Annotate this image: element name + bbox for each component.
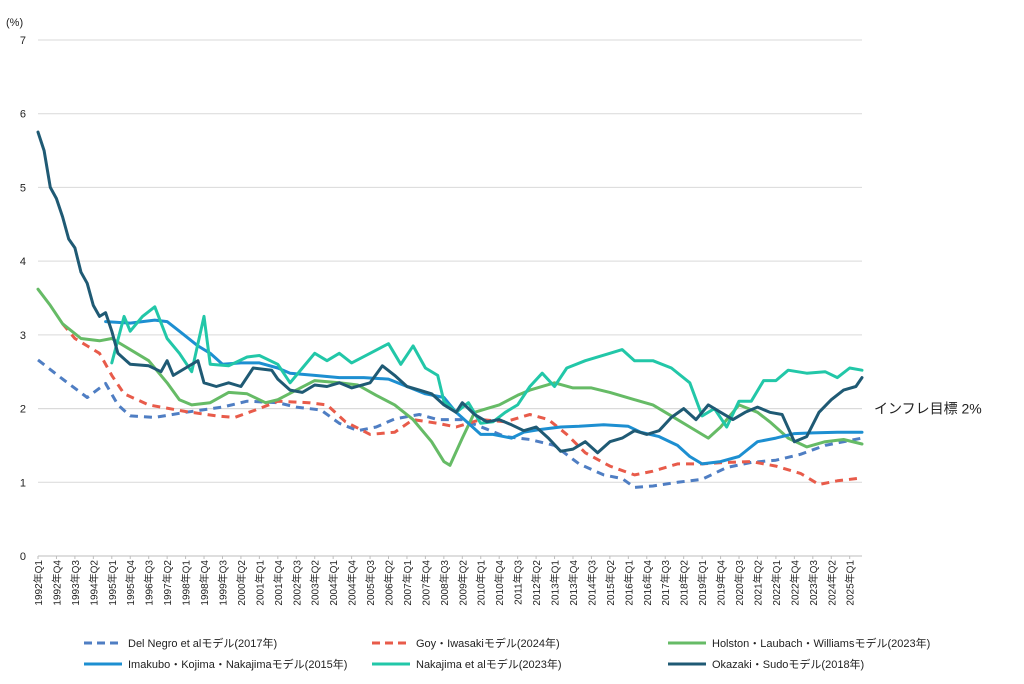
x-tick-label: 1992年Q4 xyxy=(50,560,63,606)
x-tick-label: 2004年Q4 xyxy=(346,560,359,606)
x-tick-label: 2014年Q3 xyxy=(585,560,598,606)
x-tick-label: 2008年Q3 xyxy=(438,560,451,606)
x-tick-label: 1997年Q2 xyxy=(161,560,174,606)
series-line-4 xyxy=(104,318,864,466)
x-tick-label: 1996年Q3 xyxy=(143,560,156,606)
x-tick-label: 2019年Q1 xyxy=(696,560,709,606)
x-tick-label: 2024年Q2 xyxy=(825,560,838,606)
legend-label: Goy・Iwasakiモデル(2024年) xyxy=(416,636,560,650)
x-tick-label: 2021年Q2 xyxy=(751,560,764,606)
x-tick-label: 2011年Q3 xyxy=(512,560,525,605)
x-tick-label: 2013年Q1 xyxy=(549,560,562,606)
x-tick-label: 1998年Q1 xyxy=(180,560,193,606)
y-axis: 0 1 2 3 4 5 6 7 xyxy=(20,35,26,563)
x-tick-label: 2012年Q2 xyxy=(530,560,543,606)
y-tick-label: 1 xyxy=(20,477,26,489)
x-tick-label: 1995年Q4 xyxy=(124,560,137,606)
y-tick-label: 2 xyxy=(20,404,26,416)
x-tick-label: 1993年Q3 xyxy=(69,560,82,606)
x-tick-label: 2015年Q2 xyxy=(604,560,617,606)
x-tick-label: 2006年Q2 xyxy=(383,560,396,606)
x-tick-label: 1994年Q2 xyxy=(87,560,100,606)
legend: Del Negro et alモデル(2017年) Goy・Iwasakiモデル(… xyxy=(84,636,930,671)
y-axis-unit-label: (%) xyxy=(6,17,23,29)
series-line-1 xyxy=(37,358,863,489)
legend-label: Okazaki・Sudoモデル(2018年) xyxy=(712,657,864,671)
y-tick-label: 7 xyxy=(20,35,26,47)
x-tick-label: 1992年Q1 xyxy=(32,560,45,606)
x-tick-label: 2001年Q4 xyxy=(272,560,285,606)
y-tick-label: 3 xyxy=(20,330,26,342)
legend-label: Imakubo・Kojima・Nakajimaモデル(2015年) xyxy=(128,657,347,671)
x-axis: 1992年Q1 1992年Q4 1993年Q3 1994年Q2 1995年Q1 1995年… xyxy=(32,556,857,606)
x-tick-label: 2016年Q1 xyxy=(622,560,635,606)
x-tick-label: 2023年Q3 xyxy=(807,560,820,606)
x-tick-label: 1999年Q3 xyxy=(216,560,229,606)
y-tick-label: 0 xyxy=(20,551,26,563)
grid xyxy=(38,39,862,557)
legend-label: Holston・Laubach・Williamsモデル(2023年) xyxy=(712,636,930,650)
series-line-2 xyxy=(61,322,863,486)
x-tick-label: 2016年Q4 xyxy=(641,560,654,606)
x-tick-label: 2022年Q1 xyxy=(770,560,783,606)
x-tick-label: 2025年Q1 xyxy=(844,560,857,606)
x-tick-label: 2017年Q3 xyxy=(659,560,672,606)
x-tick-label: 2002年Q3 xyxy=(290,560,303,606)
x-tick-label: 1998年Q4 xyxy=(198,560,211,606)
x-tick-label: 2020年Q3 xyxy=(733,560,746,606)
x-tick-label: 2010年Q1 xyxy=(475,560,488,606)
x-tick-label: 2000年Q2 xyxy=(235,560,248,606)
x-tick-label: 2005年Q3 xyxy=(364,560,377,606)
x-tick-label: 2007年Q4 xyxy=(419,560,432,606)
legend-label: Del Negro et alモデル(2017年) xyxy=(128,636,277,650)
x-tick-label: 1995年Q1 xyxy=(106,560,119,606)
x-tick-label: 2022年Q4 xyxy=(788,560,801,606)
y-tick-label: 4 xyxy=(20,256,26,268)
y-tick-label: 5 xyxy=(20,182,26,194)
series-line-3 xyxy=(36,287,864,467)
series-line-6 xyxy=(36,130,864,455)
x-tick-label: 2013年Q4 xyxy=(567,560,580,606)
x-tick-label: 2018年Q2 xyxy=(678,560,691,606)
x-tick-label: 2003年Q2 xyxy=(309,560,322,606)
series-line-5 xyxy=(110,305,864,429)
x-tick-label: 2001年Q1 xyxy=(253,560,266,606)
x-tick-label: 2010年Q4 xyxy=(493,560,506,606)
x-tick-label: 2004年Q1 xyxy=(327,560,340,606)
x-tick-label: 2007年Q1 xyxy=(401,560,414,606)
x-tick-label: 2009年Q2 xyxy=(456,560,469,606)
y-tick-label: 6 xyxy=(20,109,26,121)
x-tick-label: 2019年Q4 xyxy=(715,560,728,606)
legend-label: Nakajima et alモデル(2023年) xyxy=(416,657,562,671)
series-lines xyxy=(36,130,864,489)
inflation-target-annotation: インフレ目標 2% xyxy=(874,401,982,417)
